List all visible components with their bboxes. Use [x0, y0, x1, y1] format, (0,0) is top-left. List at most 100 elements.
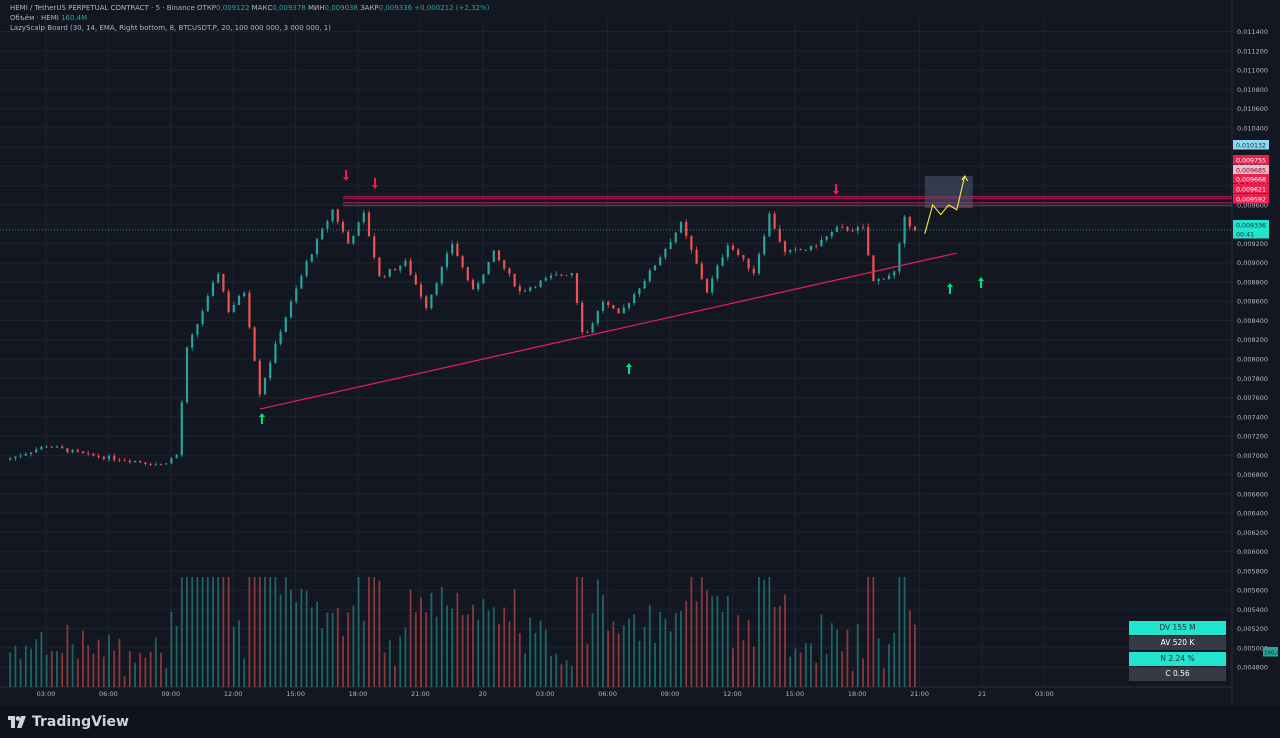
candle-body [549, 275, 553, 278]
volume-bar [243, 658, 246, 687]
candle-body [783, 241, 787, 252]
candle-body [154, 464, 157, 466]
candle-body [882, 278, 885, 280]
volume-bar [258, 577, 261, 687]
candle-body [487, 261, 490, 275]
volume-bar [888, 644, 890, 687]
volume-bar [165, 668, 168, 687]
low-label: МИН [308, 4, 325, 12]
y-tick-label: 0,007600 [1237, 394, 1268, 402]
candle-body [815, 245, 818, 247]
price-chart[interactable]: 0,011400 0,011200 0,011000 0,010800 0,010600… [0, 0, 1280, 706]
volume-bar [648, 604, 651, 687]
volume-label-text: 160,4M [1264, 651, 1280, 657]
volume-bar [716, 596, 719, 687]
candle-body [373, 236, 376, 258]
candle-body [841, 226, 844, 228]
candle-body [466, 267, 469, 281]
candle-body [123, 460, 126, 462]
x-tick-label: 15:00 [286, 690, 305, 698]
volume-bar [191, 577, 194, 687]
x-tick-label: 21:00 [411, 690, 430, 698]
candle-body [357, 222, 360, 237]
volume-bar [482, 598, 485, 687]
volume-bar [362, 620, 365, 687]
volume-bar [737, 615, 740, 687]
close-value: 0,009336 [378, 4, 413, 12]
volume-bar [212, 577, 214, 687]
indicator-label[interactable]: LazyScalp Board (30, 14, EMA, Right bott… [10, 24, 331, 32]
signal-up-arrow [978, 277, 984, 288]
volume-bar [40, 631, 43, 687]
price-label-bg [1233, 165, 1269, 175]
candle-body [35, 449, 38, 453]
y-tick-label: 0,005600 [1237, 587, 1268, 595]
volume-bar [908, 610, 911, 687]
candle-body [596, 310, 599, 324]
x-tick-label: 03:00 [1035, 690, 1054, 698]
candle-body [263, 378, 267, 395]
volume-bar [607, 630, 610, 687]
close-label: ЗАКР [360, 4, 379, 12]
candle-body [835, 226, 839, 232]
volume-bar [154, 637, 157, 687]
volume-bar [732, 648, 734, 687]
y-tick-label: 0,010800 [1237, 86, 1268, 94]
candle-body [757, 254, 761, 274]
candle-body [24, 453, 27, 456]
tradingview-logo[interactable]: TradingView [8, 714, 129, 730]
candle-body [61, 446, 64, 449]
candle-body [367, 212, 371, 237]
symbol-name[interactable]: HEMI / TetherUS PERPETUAL CONTRACT · 5 ·… [10, 4, 195, 12]
volume-bar [71, 644, 74, 687]
candle-body [586, 332, 589, 333]
volume-bar [9, 652, 12, 687]
candle-body [887, 275, 891, 280]
candle-body [71, 449, 74, 453]
volume-bar [118, 638, 121, 687]
volume-bar [539, 620, 542, 687]
volume-bar [139, 652, 142, 687]
candle-body [289, 301, 293, 318]
candle-body [534, 286, 537, 288]
open-value: 0,009122 [216, 4, 250, 12]
volume-bar [435, 616, 438, 687]
brand-name: TradingView [32, 714, 129, 730]
y-tick-label: 0,009200 [1237, 240, 1268, 248]
candle-body [721, 257, 724, 266]
candle-body [492, 250, 495, 262]
board-av: AV 520 K [1129, 636, 1226, 650]
volume-bar [310, 607, 313, 687]
volume-bar [420, 597, 422, 687]
price-label-bg [1233, 220, 1269, 230]
y-tick-label: 0,005400 [1237, 606, 1268, 614]
candle-body [253, 327, 256, 361]
candle-body [399, 266, 402, 271]
y-tick-label: 0,011000 [1237, 67, 1268, 75]
volume-bar [836, 629, 838, 687]
candle-body [19, 455, 22, 457]
candle-body [737, 249, 740, 256]
volume-bar [446, 605, 448, 687]
candle-body [898, 243, 901, 272]
x-tick-label: 09:00 [161, 690, 180, 698]
volume-bar [862, 658, 864, 687]
signal-down-arrow [372, 178, 378, 189]
volume-bar [430, 592, 433, 687]
price-axis[interactable]: 0,011400 0,011200 0,011000 0,010800 0,010600… [1237, 28, 1268, 672]
volume-bar [518, 633, 521, 687]
candle-body [560, 274, 563, 276]
volume-label[interactable]: Объём · HEMI [10, 14, 59, 22]
volume-bar [206, 577, 209, 687]
price-label-text: 0,009668 [1236, 177, 1266, 184]
candle-body [601, 301, 605, 311]
volume-bar [856, 624, 859, 687]
x-tick-label: 09:00 [661, 690, 680, 698]
volume-bar [451, 608, 454, 687]
volume-bar [217, 577, 220, 687]
candle-body [508, 268, 511, 274]
candle-body [66, 448, 69, 453]
volume-bar [544, 629, 547, 687]
time-axis[interactable]: 03:00 06:00 09:00 12:00 15:00 18:00 21:00 20 03:… [37, 690, 1054, 698]
volume-bar [550, 655, 552, 687]
